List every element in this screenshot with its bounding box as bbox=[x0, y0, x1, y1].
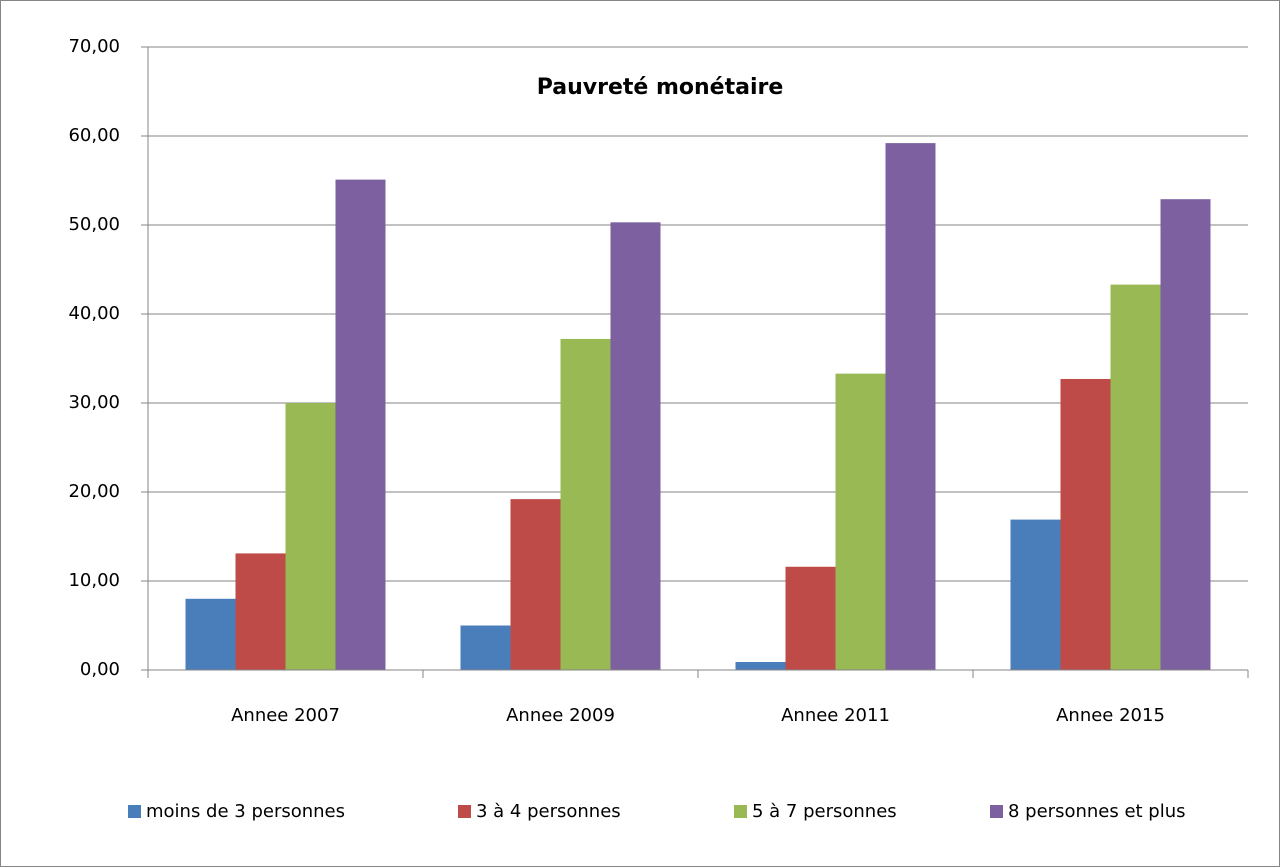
bar bbox=[785, 566, 836, 670]
y-tick-label: 40,00 bbox=[68, 303, 120, 324]
legend-label: 3 à 4 personnes bbox=[476, 801, 621, 822]
bar bbox=[460, 625, 511, 670]
legend-label: 8 personnes et plus bbox=[1008, 801, 1186, 822]
bar bbox=[835, 373, 886, 670]
y-tick-label: 30,00 bbox=[68, 392, 120, 413]
bar bbox=[335, 179, 386, 671]
legend-swatch bbox=[458, 805, 471, 818]
y-tick-label: 70,00 bbox=[68, 36, 120, 57]
y-tick-label: 50,00 bbox=[68, 214, 120, 235]
x-tick-label: Annee 2007 bbox=[231, 705, 340, 726]
bar bbox=[735, 661, 786, 670]
x-tick-label: Annee 2015 bbox=[1056, 705, 1165, 726]
legend-swatch bbox=[734, 805, 747, 818]
legend-swatch bbox=[128, 805, 141, 818]
legend-label: 5 à 7 personnes bbox=[752, 801, 897, 822]
bar bbox=[235, 553, 286, 670]
x-tick-label: Annee 2009 bbox=[506, 705, 615, 726]
legend-label: moins de 3 personnes bbox=[146, 801, 345, 822]
bar bbox=[1110, 284, 1161, 670]
x-tick-label: Annee 2011 bbox=[781, 705, 890, 726]
y-tick-label: 60,00 bbox=[68, 125, 120, 146]
bar bbox=[1010, 519, 1061, 670]
legend-swatch bbox=[990, 805, 1003, 818]
y-tick-label: 10,00 bbox=[68, 570, 120, 591]
bar bbox=[285, 403, 336, 670]
bar bbox=[610, 222, 661, 670]
bar bbox=[885, 143, 936, 670]
bar bbox=[1060, 378, 1111, 670]
y-tick-label: 20,00 bbox=[68, 481, 120, 502]
bar bbox=[185, 598, 236, 670]
bar bbox=[560, 338, 611, 670]
bar bbox=[1160, 199, 1211, 670]
chart-title: Pauvreté monétaire bbox=[537, 75, 784, 100]
y-tick-label: 0,00 bbox=[80, 659, 120, 680]
bar bbox=[510, 499, 561, 670]
